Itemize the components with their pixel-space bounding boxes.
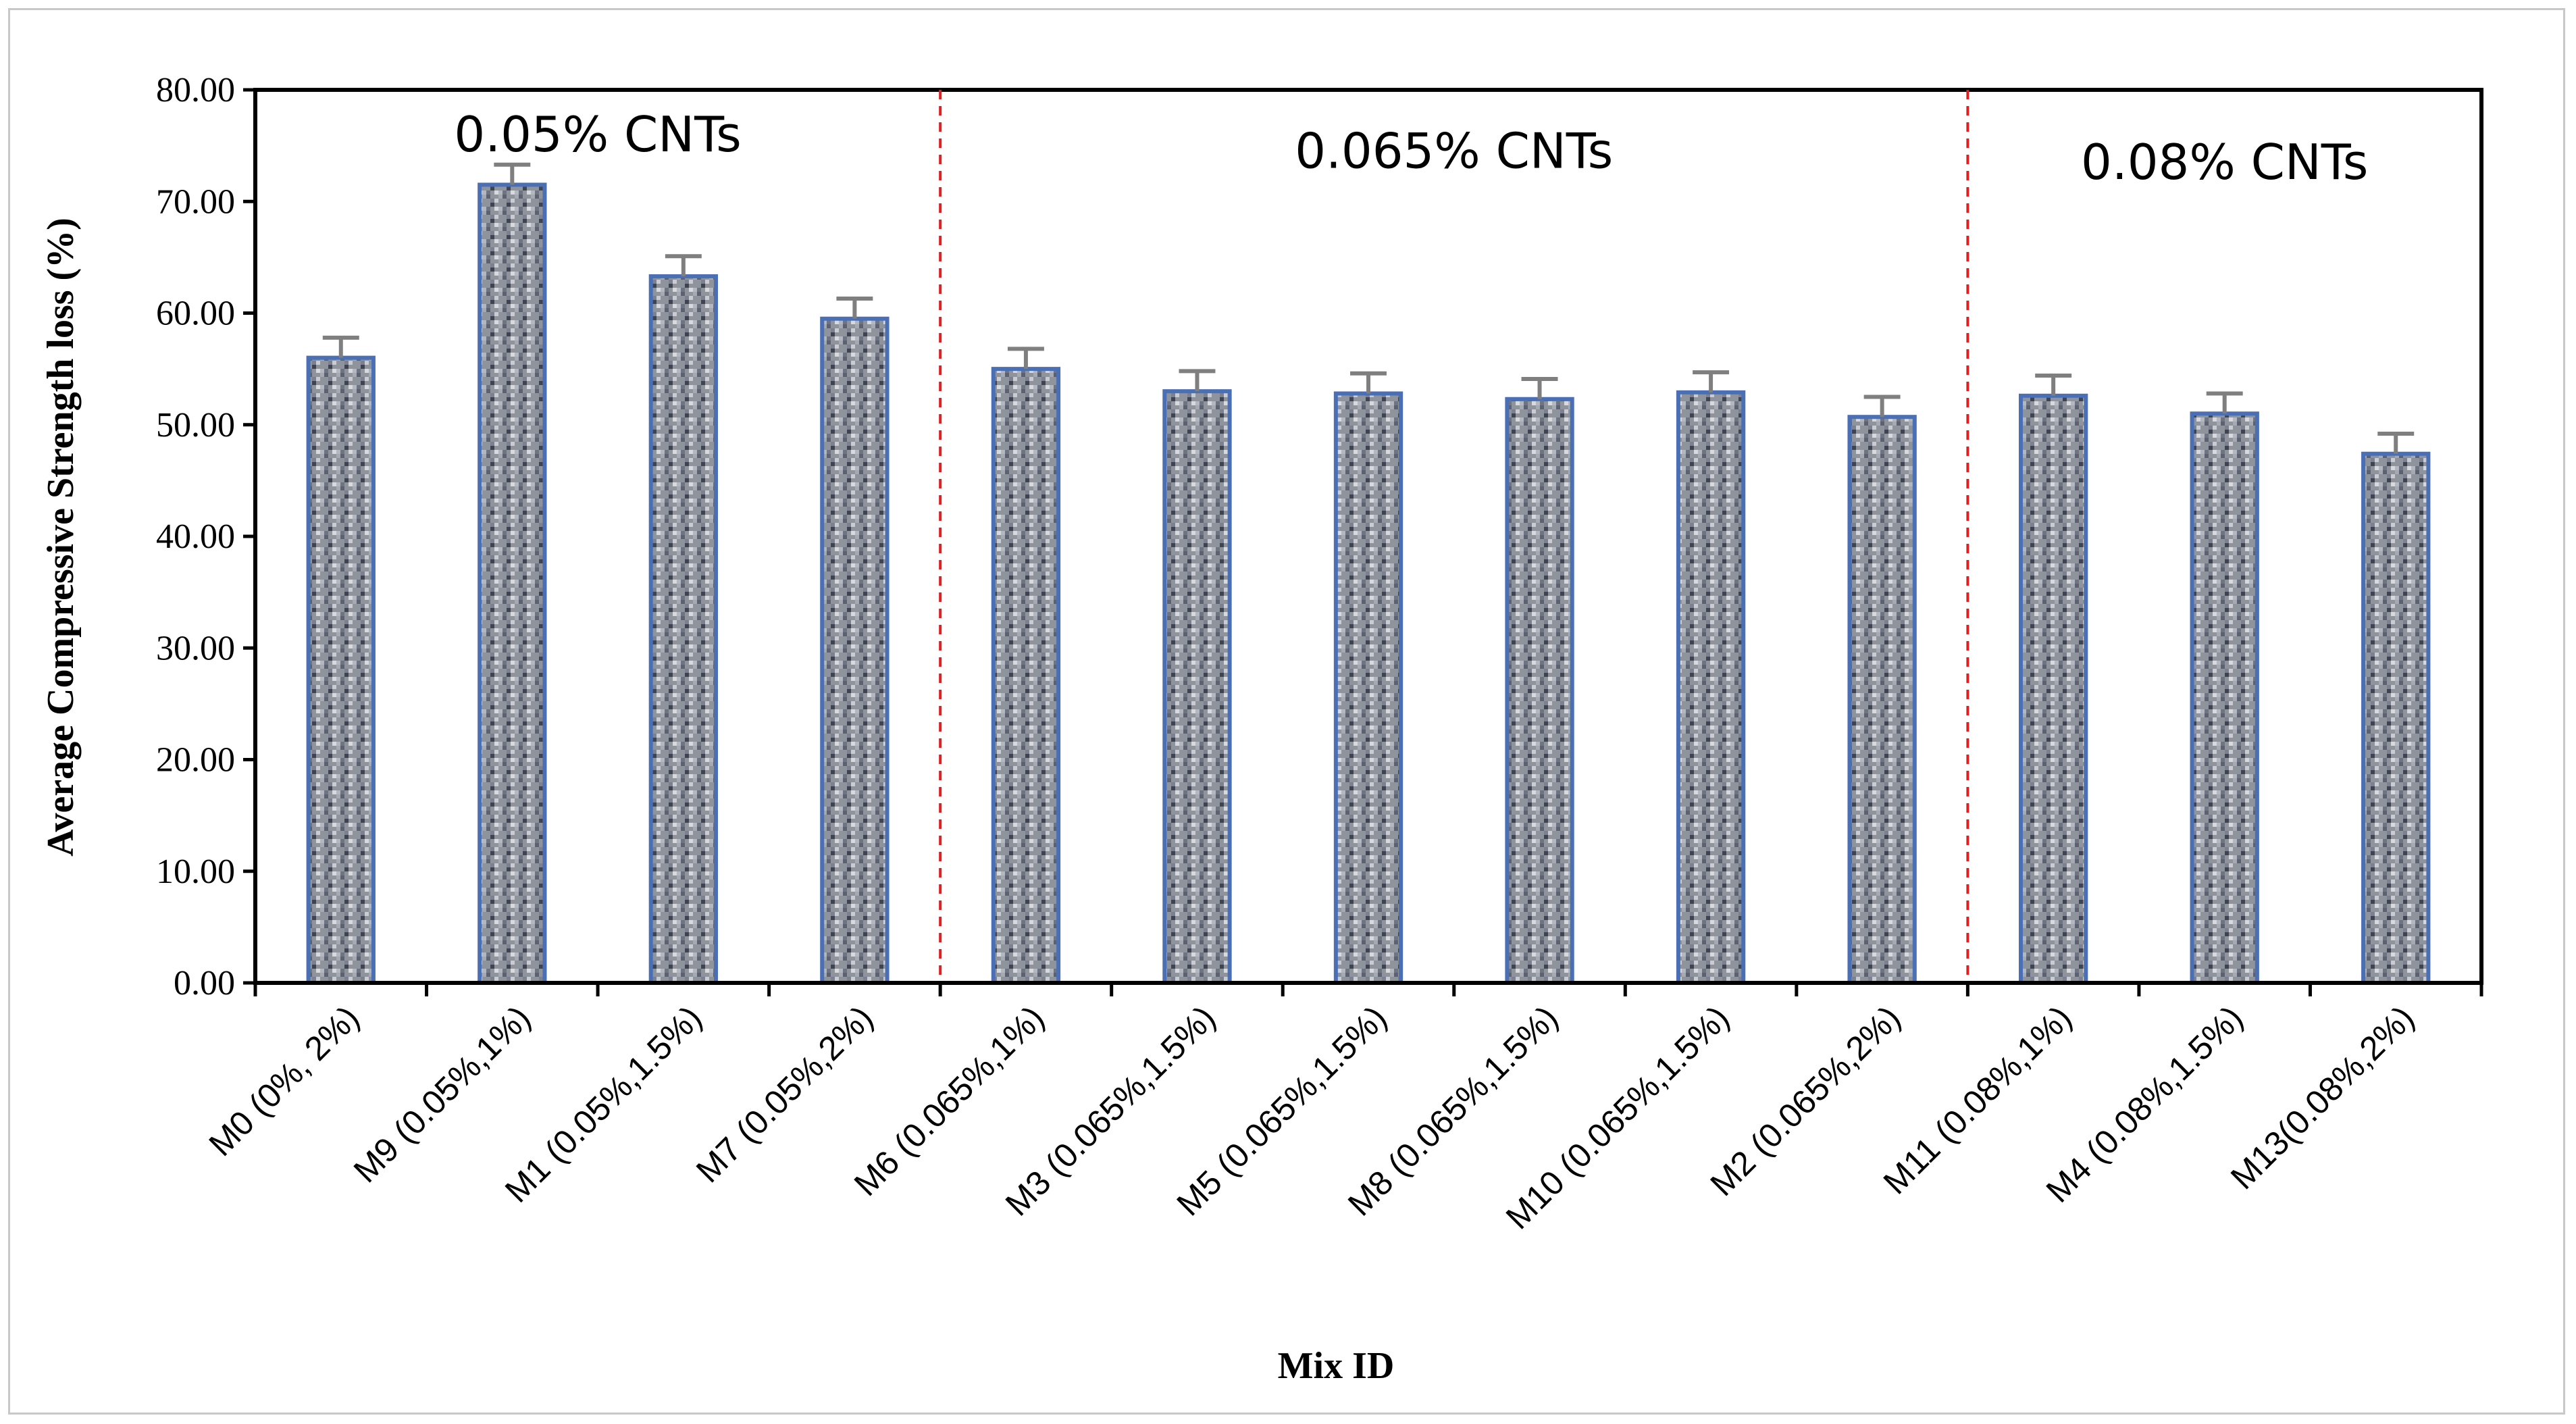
bar [1333, 391, 1403, 985]
y-tick-label: 20.00 [156, 741, 235, 780]
region-labels-layer: 0.05% CNTs 0.065% CNTs 0.08% CNTs [454, 106, 2368, 190]
bar [2190, 411, 2259, 985]
x-axis-title: Mix ID [1278, 1345, 1395, 1387]
bar [306, 355, 376, 985]
y-tick-label: 60.00 [156, 295, 235, 333]
x-axis-ticks: M0 (0%, 2%)M9 (0.05%,1%)M1 (0.05%,1.5%)M… [202, 983, 2483, 1236]
x-tick-label: M6 (0.065%,1%) [847, 998, 1052, 1203]
y-tick-label: 40.00 [156, 517, 235, 556]
bar [991, 367, 1061, 985]
region-label: 0.065% CNTs [1295, 123, 1613, 180]
x-tick-label: M13(0.08%,2%) [2223, 998, 2421, 1196]
region-label: 0.08% CNTs [2081, 134, 2368, 190]
y-axis-ticks: 0.00 10.00 20.00 30.00 40.00 50.00 60.00 70.00 8… [156, 71, 255, 1002]
bar [820, 316, 890, 985]
y-tick-label: 30.00 [156, 629, 235, 667]
y-tick-label: 50.00 [156, 406, 235, 444]
y-tick-label: 80.00 [156, 71, 235, 109]
x-tick-label: M2 (0.065%,2%) [1703, 998, 1907, 1203]
error-bars-layer [322, 162, 2415, 454]
bar [2361, 451, 2431, 985]
bar [1847, 415, 1917, 985]
region-label: 0.05% CNTs [454, 106, 741, 163]
figure-frame [8, 8, 2565, 1415]
y-tick-label: 10.00 [156, 853, 235, 891]
bars-layer [306, 182, 2431, 985]
bar [2018, 393, 2088, 985]
y-axis-title: Average Compressive Strength loss (%) [40, 218, 82, 857]
dividers-layer [939, 90, 1969, 983]
bar [648, 274, 719, 985]
x-tick-label: M0 (0%, 2%) [202, 998, 367, 1163]
x-tick-label: M11 (0.08%,1%) [1876, 998, 2079, 1201]
bar [1162, 389, 1232, 985]
x-tick-label: M9 (0.05%,1%) [346, 998, 538, 1190]
y-tick-label: 0.00 [174, 964, 235, 1002]
y-tick-label: 70.00 [156, 182, 235, 221]
x-tick-label: M7 (0.05%,2%) [689, 998, 880, 1190]
bar [478, 182, 547, 985]
bar [1505, 397, 1574, 985]
bar [1676, 390, 1746, 985]
